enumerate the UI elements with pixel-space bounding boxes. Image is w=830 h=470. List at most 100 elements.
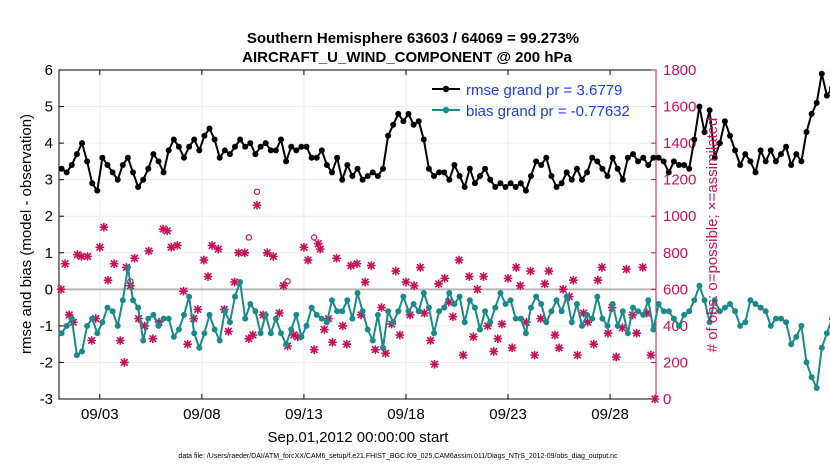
series-1-point-45	[288, 326, 295, 333]
legend-rmse-label: rmse grand pr = 3.6779	[466, 82, 622, 99]
series-0-point-33	[226, 151, 233, 158]
series-0-point-120	[670, 158, 677, 165]
series-0-point-29	[206, 125, 213, 132]
obs-assimilated-94	[503, 274, 513, 283]
y2-tick-label-6: 1200	[663, 172, 696, 189]
y-tick-label-0: -3	[40, 391, 53, 408]
chart-title-line-2: AIRCRAFT_U_WIND_COMPONENT @ 200 hPa	[242, 49, 572, 66]
series-0-point-79	[461, 184, 468, 190]
obs-assimilated-29	[189, 314, 199, 323]
series-1-point-149	[818, 344, 825, 351]
series-0-point-57	[349, 173, 356, 179]
series-1-point-107	[604, 322, 611, 329]
series-0-point-51	[318, 147, 325, 154]
series-1-point-7	[94, 330, 101, 337]
obs-assimilated-100	[530, 350, 539, 360]
y2-tick-label-5: 1000	[663, 208, 696, 225]
series-0-point-7	[94, 187, 101, 194]
x-tick-label-3: 09/18	[387, 406, 425, 423]
obs-assimilated-44	[262, 248, 272, 258]
series-0-point-144	[793, 151, 800, 158]
series-0-point-107	[604, 173, 611, 179]
series-1-point-80	[466, 297, 473, 304]
series-1-point-54	[334, 308, 341, 315]
series-1-point-121	[676, 322, 682, 329]
series-0-point-147	[808, 110, 815, 117]
obs-assimilated-78	[426, 336, 435, 345]
series-0-point-69	[410, 121, 417, 128]
series-0-point-100	[568, 176, 575, 183]
series-0-point-40	[262, 140, 269, 147]
obs-assimilated-66	[366, 261, 376, 270]
series-0-point-77	[451, 162, 458, 168]
series-1-point-25	[186, 293, 193, 300]
series-0-point-17	[145, 165, 152, 172]
series-0-point-53	[329, 169, 335, 176]
series-1-point-19	[155, 322, 162, 329]
obs-assimilated-81	[440, 274, 450, 283]
obs-assimilated-20	[144, 246, 154, 256]
series-0-point-3	[73, 151, 80, 158]
series-0-point-26	[191, 136, 198, 143]
series-1-point-150	[823, 330, 830, 337]
series-1-point-142	[783, 319, 790, 326]
series-1-point-126	[701, 297, 708, 304]
obs-assimilated-111	[583, 317, 592, 327]
series-1-point-133	[737, 322, 744, 329]
series-0-point-105	[594, 158, 601, 165]
series-1-point-81	[471, 304, 478, 311]
obs-assimilated-7	[87, 336, 96, 345]
series-1-point-52	[323, 319, 330, 326]
obs-assimilated-110	[579, 308, 588, 318]
series-1-point-48	[303, 322, 310, 329]
series-1-point-130	[721, 304, 728, 311]
series-0-point-91	[522, 187, 529, 194]
series-0-point-66	[395, 110, 402, 117]
series-1-point-67	[400, 293, 407, 300]
series-0-point-70	[415, 118, 422, 125]
obs-assimilated-33	[207, 241, 217, 250]
series-0-point-44	[283, 158, 290, 165]
series-1-point-0	[58, 330, 65, 337]
obs-assimilated-5	[77, 252, 86, 261]
series-0-point-31	[216, 154, 223, 161]
series-1-point-127	[706, 319, 713, 326]
series-1-point-69	[410, 301, 417, 307]
series-0-point-106	[599, 165, 606, 172]
series-0-point-18	[150, 151, 157, 158]
series-1-point-65	[390, 319, 397, 326]
obs-assimilated-38	[234, 248, 243, 258]
obs-assimilated-34	[213, 244, 223, 254]
series-1-point-21	[165, 315, 172, 322]
obs-assimilated-25	[166, 242, 176, 252]
series-0-point-145	[798, 158, 805, 165]
series-1-point-144	[793, 333, 800, 340]
series-1-point-123	[686, 308, 693, 315]
series-1-point-112	[630, 304, 636, 311]
y-axis-label: rmse and bias (model - observation)	[18, 114, 35, 354]
obs-assimilated-125	[650, 394, 660, 404]
series-1-point-87	[502, 301, 509, 307]
series-0-point-42	[272, 147, 279, 154]
obs-assimilated-67	[371, 345, 380, 354]
series-1-point-16	[140, 337, 147, 344]
series-1-point-148	[813, 385, 820, 391]
obs-assimilated-10	[99, 222, 109, 232]
obs-possible-2	[245, 234, 253, 241]
series-1-point-86	[497, 290, 504, 296]
series-1-point-129	[716, 308, 723, 315]
series-0-point-111	[624, 154, 631, 161]
y-tick-label-5: 2	[45, 208, 53, 225]
series-1-point-31	[216, 337, 223, 344]
series-0-point-25	[186, 143, 193, 150]
y-tick-label-2: -1	[40, 318, 53, 335]
obs-assimilated-39	[240, 248, 250, 258]
x-tick-label-0: 09/03	[81, 406, 119, 423]
series-0-point-93	[533, 158, 540, 165]
series-1-point-34	[232, 293, 238, 300]
series-0-point-6	[89, 180, 96, 187]
obs-assimilated-73	[401, 277, 411, 287]
obs-assimilated-37	[230, 277, 239, 287]
series-0-point-43	[278, 136, 284, 143]
obs-assimilated-11	[103, 275, 113, 285]
